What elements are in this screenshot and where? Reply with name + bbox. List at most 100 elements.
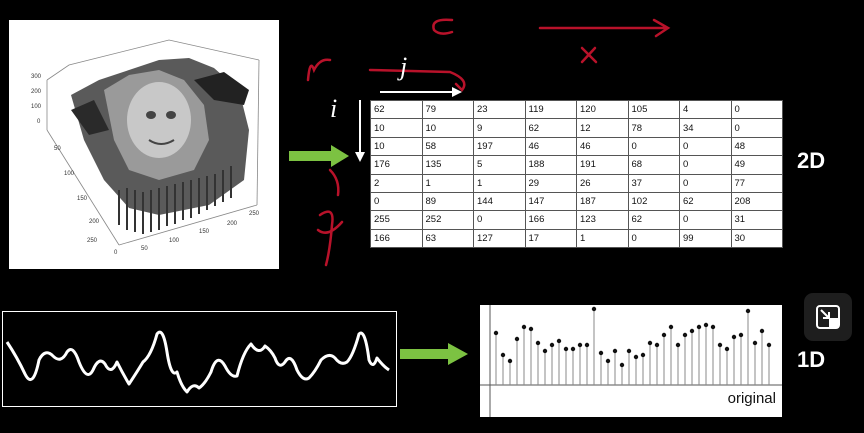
stem-marker — [605, 358, 611, 364]
matrix-row: 2 1 1 29 26 37 0 77 — [370, 173, 783, 193]
matrix-cell: 127 — [473, 228, 526, 249]
matrix-row: 62 79 23 119 120 105 4 0 — [370, 99, 783, 120]
matrix-row: 255 252 0 166 123 62 0 31 — [370, 210, 783, 230]
matrix-cell: 255 — [370, 210, 423, 230]
matrix-cell: 10 — [370, 118, 423, 138]
stem-caption: original — [727, 390, 776, 407]
matrix-cell: 102 — [627, 191, 680, 212]
matrix-cell: 34 — [679, 118, 732, 138]
matrix-cell: 99 — [679, 228, 732, 249]
index-j-label: j — [400, 52, 408, 81]
matrix-cell: 62 — [679, 191, 732, 212]
matrix-cell: 176 — [370, 155, 423, 175]
y-tick: 100 — [64, 171, 75, 177]
stem-marker — [661, 332, 667, 338]
handwritten-annotations — [306, 18, 671, 267]
matrix-cell: 0 — [679, 155, 732, 175]
matrix-cell: 120 — [576, 99, 629, 120]
matrix-cell: 144 — [473, 191, 526, 212]
y-tick: 200 — [89, 219, 100, 225]
matrix-cell: 188 — [524, 155, 577, 175]
x-tick: 200 — [227, 221, 238, 227]
z-tick: 100 — [31, 104, 42, 110]
stem-plot-panel: original — [480, 305, 782, 417]
stem-marker — [577, 342, 583, 348]
matrix-cell: 5 — [473, 155, 526, 175]
matrix-row: 10 10 9 62 12 78 34 0 — [370, 118, 783, 138]
one-d-label: 1D — [797, 347, 826, 372]
z-tick: 300 — [31, 74, 42, 80]
stem-marker — [500, 352, 506, 358]
stem-marker — [668, 324, 674, 330]
matrix-cell: 79 — [421, 99, 474, 120]
stem-marker — [584, 342, 590, 348]
matrix-row: 10 58 197 46 46 0 0 48 — [370, 136, 783, 157]
stem-marker — [731, 334, 737, 340]
matrix-cell: 135 — [421, 155, 474, 175]
x-tick: 100 — [169, 238, 180, 244]
stem-marker — [738, 332, 744, 338]
matrix-cell: 29 — [524, 173, 577, 193]
stem-marker — [507, 358, 513, 364]
matrix-cell: 119 — [524, 99, 577, 120]
stem-marker — [521, 324, 527, 330]
stem-marker — [647, 340, 653, 346]
matrix-cell: 78 — [627, 118, 680, 138]
matrix-cell: 89 — [421, 191, 474, 212]
matrix-cell: 49 — [730, 155, 783, 175]
stem-marker — [689, 328, 695, 334]
z-tick: 0 — [37, 119, 41, 125]
matrix-cell: 37 — [627, 173, 680, 193]
matrix-grid: 62 79 23 119 120 105 4 0 10 10 9 62 12 78 34 0 10 58 197 46… — [370, 99, 783, 249]
matrix-cell: 62 — [370, 99, 423, 120]
matrix-cell: 62 — [627, 210, 680, 230]
stem-marker — [542, 348, 548, 354]
matrix-cell: 63 — [421, 228, 474, 249]
stem-marker — [549, 342, 555, 348]
stem-marker — [724, 346, 730, 352]
x-tick: 0 — [114, 250, 118, 256]
stem-marker — [598, 350, 604, 356]
matrix-cell: 46 — [576, 136, 629, 157]
matrix-cell: 10 — [370, 136, 423, 157]
stem-marker — [626, 348, 632, 354]
signal-waveform-box — [2, 311, 397, 407]
stem-marker — [640, 352, 646, 358]
stem-marker — [535, 340, 541, 346]
stem-marker — [528, 326, 534, 332]
stem-marker — [696, 324, 702, 330]
fullscreen-exit-icon — [816, 305, 840, 329]
matrix-cell: 0 — [627, 228, 680, 249]
surface-plot-graphic: 300 200 100 0 50 100 150 200 250 0 50 10… — [31, 39, 260, 256]
matrix-cell: 62 — [524, 118, 577, 138]
stem-marker — [493, 330, 499, 336]
matrix-cell: 68 — [627, 155, 680, 175]
stem-marker — [745, 308, 751, 314]
surface-plot-panel: 300 200 100 0 50 100 150 200 250 0 50 10… — [9, 20, 279, 269]
y-tick: 250 — [87, 238, 98, 244]
stem-marker — [703, 322, 709, 328]
matrix-cell: 123 — [576, 210, 629, 230]
stem-marker — [759, 328, 765, 334]
index-i-label: i — [330, 94, 338, 123]
matrix-cell: 26 — [576, 173, 629, 193]
arrow-right-icon — [289, 145, 349, 167]
arrow-right-icon — [400, 343, 468, 365]
matrix-cell: 10 — [421, 118, 474, 138]
index-arrows — [355, 87, 462, 162]
matrix-cell: 31 — [730, 210, 783, 230]
stem-marker — [717, 342, 723, 348]
matrix-cell: 0 — [679, 136, 732, 157]
matrix-cell: 187 — [576, 191, 629, 212]
matrix-cell: 17 — [524, 228, 577, 249]
matrix-cell: 0 — [473, 210, 526, 230]
matrix-cell: 12 — [576, 118, 629, 138]
fullscreen-exit-button[interactable] — [804, 293, 852, 341]
stem-marker — [612, 348, 618, 354]
stem-marker — [570, 346, 576, 352]
stem-marker — [752, 340, 758, 346]
matrix-row: 0 89 144 147 187 102 62 208 — [370, 191, 783, 212]
stem-marker — [514, 336, 520, 342]
waveform-graphic — [5, 330, 390, 394]
z-tick: 200 — [31, 89, 42, 95]
